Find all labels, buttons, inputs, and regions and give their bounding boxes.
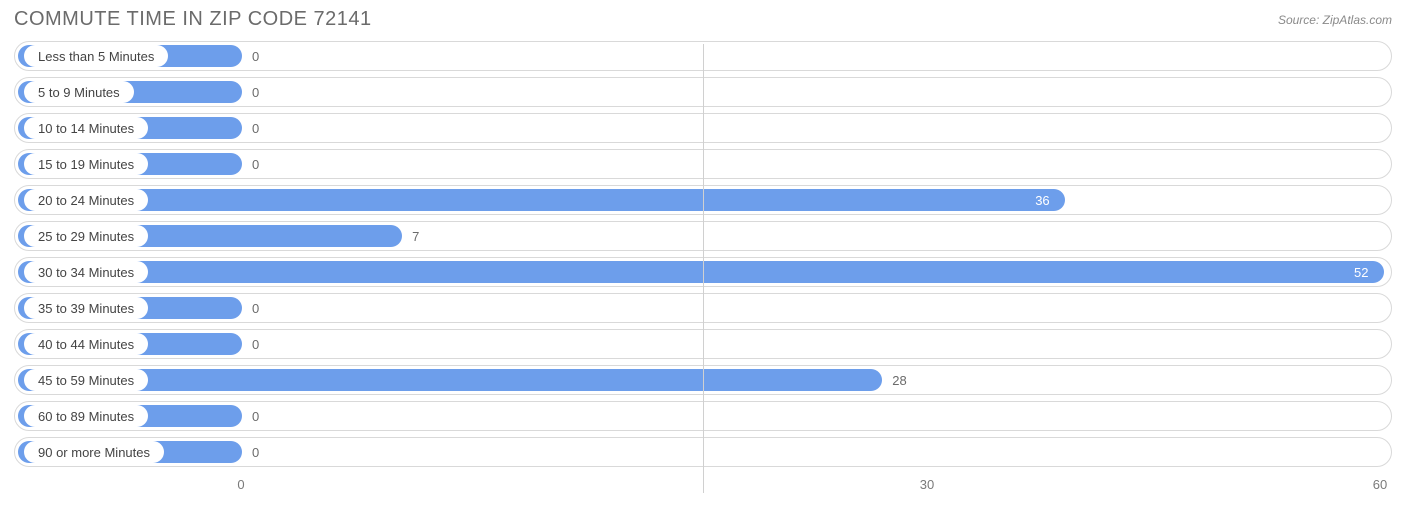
value-label: 0 xyxy=(252,441,259,463)
x-tick: 60 xyxy=(1373,477,1387,492)
category-label: Less than 5 Minutes xyxy=(24,45,168,67)
value-label: 0 xyxy=(252,297,259,319)
bar-row-inner: 20 to 24 Minutes 36 xyxy=(18,189,1388,211)
category-label: 35 to 39 Minutes xyxy=(24,297,148,319)
bar-row: 30 to 34 Minutes 52 xyxy=(14,257,1392,287)
value-label: 28 xyxy=(892,369,906,391)
category-label: 90 or more Minutes xyxy=(24,441,164,463)
category-label: 5 to 9 Minutes xyxy=(24,81,134,103)
bar-row: 15 to 19 Minutes 0 xyxy=(14,149,1392,179)
bar-row: 10 to 14 Minutes 0 xyxy=(14,113,1392,143)
bar-row: 5 to 9 Minutes 0 xyxy=(14,77,1392,107)
value-label: 7 xyxy=(412,225,419,247)
value-label: 36 xyxy=(1035,189,1049,211)
chart-area: Less than 5 Minutes05 to 9 Minutes010 to… xyxy=(0,35,1406,467)
category-label: 10 to 14 Minutes xyxy=(24,117,148,139)
category-label: 60 to 89 Minutes xyxy=(24,405,148,427)
bar-row: 45 to 59 Minutes 28 xyxy=(14,365,1392,395)
value-label: 0 xyxy=(252,405,259,427)
bar-row-inner: 30 to 34 Minutes 52 xyxy=(18,261,1388,283)
bar-row: 60 to 89 Minutes 0 xyxy=(14,401,1392,431)
source-name: ZipAtlas.com xyxy=(1323,13,1392,27)
bar-row: 20 to 24 Minutes 36 xyxy=(14,185,1392,215)
source-prefix: Source: xyxy=(1278,13,1323,27)
chart-header: COMMUTE TIME IN ZIP CODE 72141 Source: Z… xyxy=(0,0,1406,35)
bar-row-inner: 60 to 89 Minutes 0 xyxy=(18,405,1388,427)
bar-row-inner: 10 to 14 Minutes 0 xyxy=(18,117,1388,139)
value-label: 0 xyxy=(252,333,259,355)
bar-row: 35 to 39 Minutes 0 xyxy=(14,293,1392,323)
bar-row: 40 to 44 Minutes 0 xyxy=(14,329,1392,359)
category-label: 20 to 24 Minutes xyxy=(24,189,148,211)
chart-source: Source: ZipAtlas.com xyxy=(1278,13,1392,27)
value-label: 52 xyxy=(1354,261,1368,283)
category-label: 30 to 34 Minutes xyxy=(24,261,148,283)
x-tick: 0 xyxy=(237,477,244,492)
bar-row-inner: 40 to 44 Minutes 0 xyxy=(18,333,1388,355)
value-label: 0 xyxy=(252,81,259,103)
bar-row-inner: 45 to 59 Minutes 28 xyxy=(18,369,1388,391)
bar-row: 25 to 29 Minutes 7 xyxy=(14,221,1392,251)
category-label: 40 to 44 Minutes xyxy=(24,333,148,355)
value-label: 0 xyxy=(252,153,259,175)
bar-row-inner: 5 to 9 Minutes 0 xyxy=(18,81,1388,103)
bar-row: Less than 5 Minutes 0 xyxy=(14,41,1392,71)
bar xyxy=(18,189,1065,211)
bar-row-inner: Less than 5 Minutes 0 xyxy=(18,45,1388,67)
bar-row-inner: 35 to 39 Minutes 0 xyxy=(18,297,1388,319)
chart-title: COMMUTE TIME IN ZIP CODE 72141 xyxy=(14,8,372,31)
x-axis: 0 30 60 xyxy=(14,473,1392,499)
bar-row-inner: 90 or more Minutes 0 xyxy=(18,441,1388,463)
bar-row-inner: 25 to 29 Minutes 7 xyxy=(18,225,1388,247)
value-label: 0 xyxy=(252,117,259,139)
category-label: 25 to 29 Minutes xyxy=(24,225,148,247)
x-tick: 30 xyxy=(920,477,934,492)
bar-row-inner: 15 to 19 Minutes 0 xyxy=(18,153,1388,175)
category-label: 15 to 19 Minutes xyxy=(24,153,148,175)
bar-row: 90 or more Minutes 0 xyxy=(14,437,1392,467)
category-label: 45 to 59 Minutes xyxy=(24,369,148,391)
value-label: 0 xyxy=(252,45,259,67)
bar xyxy=(18,261,1384,283)
